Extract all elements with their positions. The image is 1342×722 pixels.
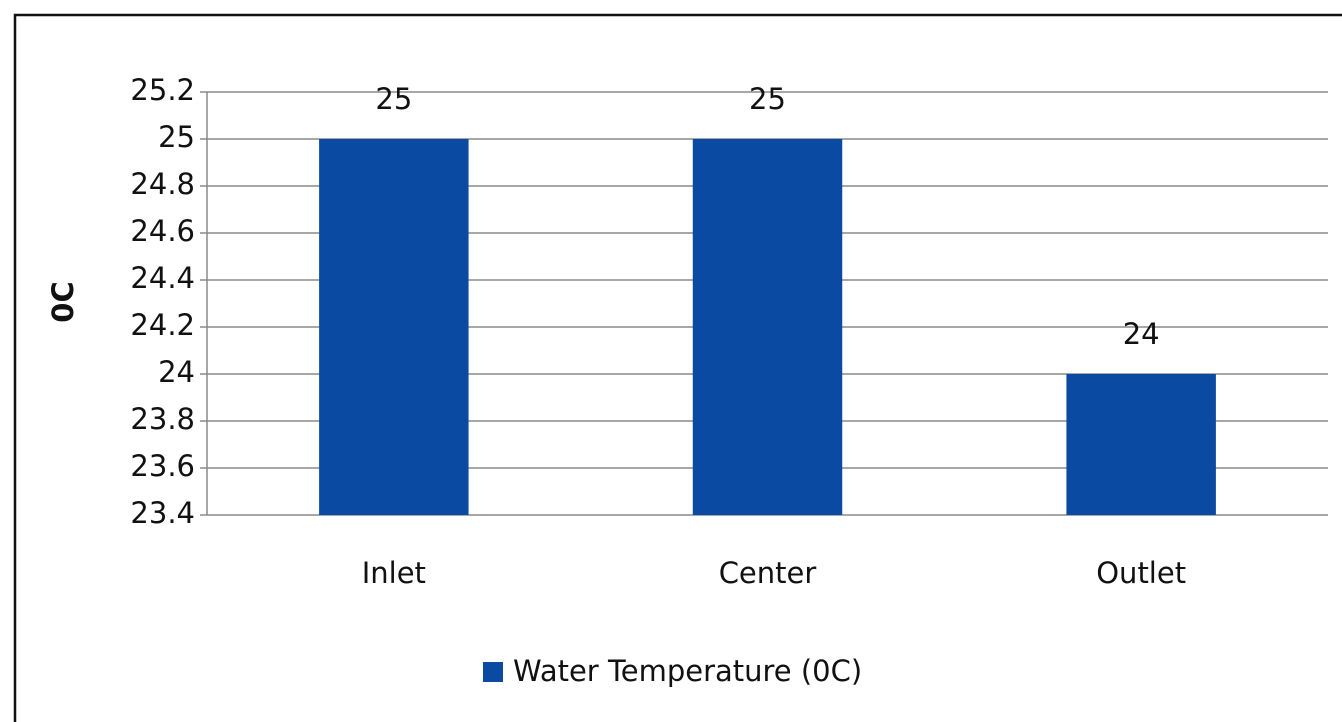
legend-label: Water Temperature (0C) xyxy=(513,654,862,688)
x-tick-label: Inlet xyxy=(362,556,426,590)
frame xyxy=(13,13,1342,722)
bar xyxy=(692,139,843,515)
y-tick-label: 25.2 xyxy=(130,73,195,107)
y-tick-label: 25 xyxy=(158,120,195,154)
data-label: 24 xyxy=(1123,317,1160,351)
legend-swatch xyxy=(483,662,503,682)
y-tick-label: 23.6 xyxy=(130,449,195,483)
y-axis-label: 0C xyxy=(46,281,80,322)
y-tick-label: 23.4 xyxy=(130,496,195,530)
data-label: 25 xyxy=(375,82,412,116)
y-tick-label: 24.8 xyxy=(130,167,195,201)
x-tick-label: Center xyxy=(719,556,817,590)
y-tick-label: 24.4 xyxy=(130,261,195,295)
y-tick-label: 24.2 xyxy=(130,308,195,342)
bar xyxy=(1066,374,1216,515)
bar xyxy=(319,139,469,515)
y-tick-label: 23.8 xyxy=(130,402,195,436)
y-tick-label: 24 xyxy=(158,355,195,389)
y-tick-label: 24.6 xyxy=(130,214,195,248)
x-tick-label: Outlet xyxy=(1096,556,1186,590)
data-label: 25 xyxy=(749,82,786,116)
